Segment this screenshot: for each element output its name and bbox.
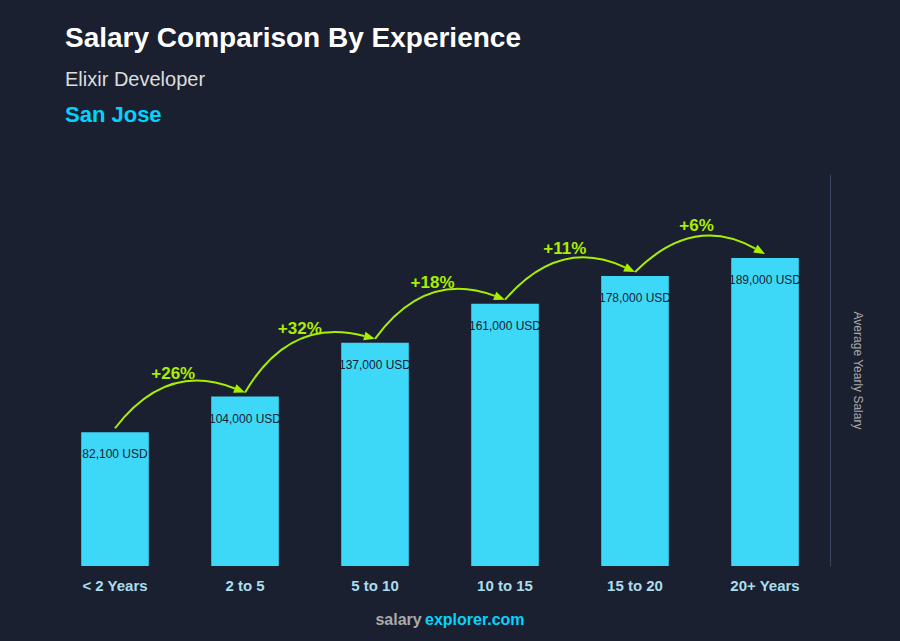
svg-text:161,000 USD: 161,000 USD: [469, 319, 541, 333]
svg-text:Average Yearly Salary: Average Yearly Salary: [851, 312, 865, 430]
svg-text:82,100 USD: 82,100 USD: [82, 447, 148, 461]
svg-text:189,000 USD: 189,000 USD: [729, 273, 801, 287]
svg-text:Elixir Developer: Elixir Developer: [65, 68, 205, 90]
svg-text:< 2 Years: < 2 Years: [82, 577, 147, 594]
svg-text:+6%: +6%: [679, 216, 714, 235]
svg-text:+26%: +26%: [151, 364, 195, 383]
svg-text:salary: salary: [375, 611, 421, 628]
svg-text:+18%: +18%: [411, 273, 455, 292]
svg-text:15 to 20: 15 to 20: [607, 577, 663, 594]
svg-text:178,000 USD: 178,000 USD: [599, 291, 671, 305]
svg-text:10 to 15: 10 to 15: [477, 577, 533, 594]
svg-text:137,000 USD: 137,000 USD: [339, 358, 411, 372]
svg-text:San Jose: San Jose: [65, 102, 162, 127]
svg-text:+11%: +11%: [543, 239, 586, 258]
svg-text:104,000 USD: 104,000 USD: [209, 412, 281, 426]
svg-text:2 to 5: 2 to 5: [225, 577, 264, 594]
svg-text:5 to 10: 5 to 10: [351, 577, 399, 594]
svg-text:explorer.com: explorer.com: [425, 611, 525, 628]
svg-text:Salary Comparison By Experienc: Salary Comparison By Experience: [65, 22, 521, 53]
svg-text:20+ Years: 20+ Years: [730, 577, 799, 594]
svg-text:+32%: +32%: [278, 319, 322, 338]
